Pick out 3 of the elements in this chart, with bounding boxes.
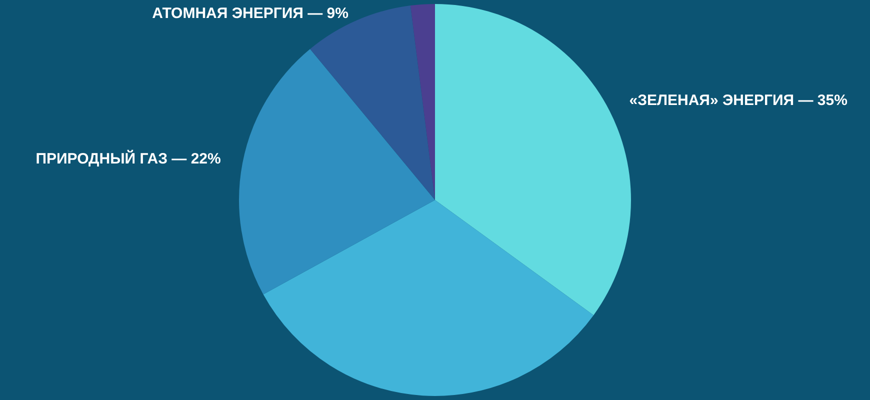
slice-label: ПРИРОДНЫЙ ГАЗ — 22% bbox=[36, 149, 221, 168]
slice-label: АТОМНАЯ ЭНЕРГИЯ — 9% bbox=[152, 5, 348, 22]
slice-label: «ЗЕЛЕНАЯ» ЭНЕРГИЯ — 35% bbox=[629, 92, 848, 110]
